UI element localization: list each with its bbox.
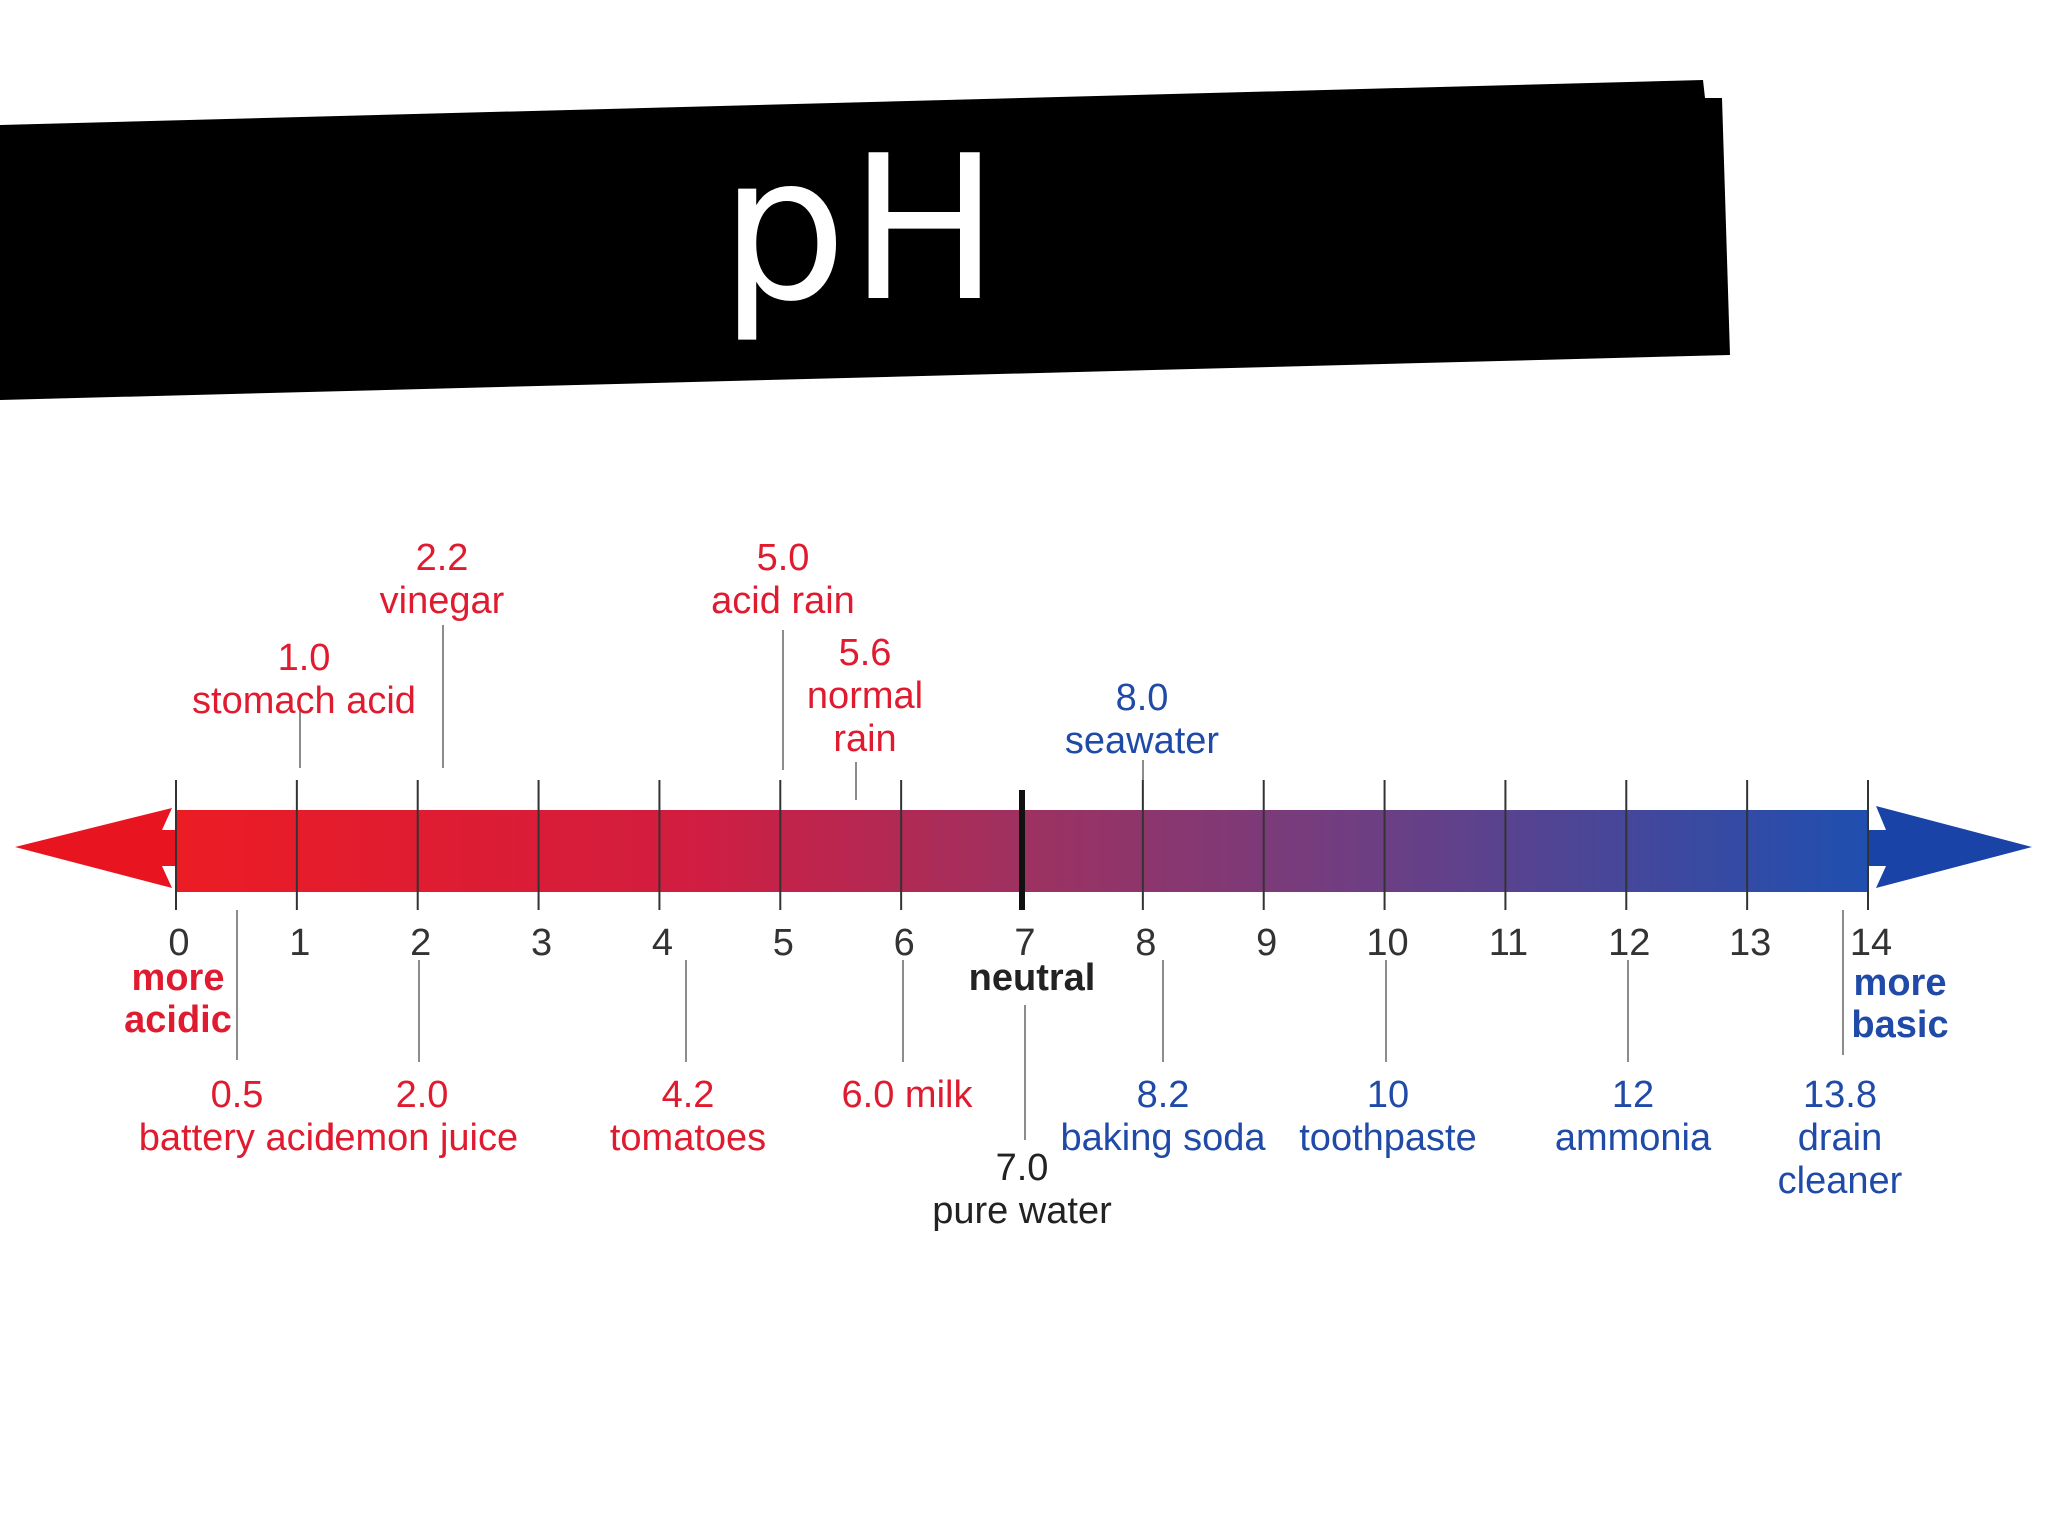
title-banner: [0, 80, 1730, 400]
tick-label: 14: [1850, 922, 1892, 964]
tick-label: 10: [1366, 922, 1408, 964]
tick-label: 6: [894, 922, 915, 964]
banner-shape: [0, 80, 1730, 400]
substance-value: 5.6: [839, 632, 892, 674]
neutral-label: neutral: [969, 957, 1096, 999]
tick-label: 12: [1608, 922, 1650, 964]
substance-value: 7.0: [996, 1147, 1049, 1189]
tick-label: 11: [1489, 922, 1528, 964]
substance-name: stomach acid: [192, 680, 416, 722]
substance-value: 8.2: [1137, 1074, 1190, 1116]
tick-label: 13: [1729, 922, 1771, 964]
substance-name: vinegar: [380, 580, 505, 622]
substance-value: 8.0: [1116, 677, 1169, 719]
substance-value: 13.8: [1803, 1074, 1877, 1116]
more-basic-label: more: [1854, 962, 1947, 1004]
substance-name: lemon juice: [326, 1117, 518, 1159]
tick-label: 4: [652, 922, 673, 964]
tick-label: 7: [1014, 922, 1035, 964]
substance-name: cleaner: [1778, 1160, 1903, 1202]
right-arrow-head: [1868, 806, 2032, 888]
tick-label: 1: [289, 922, 310, 964]
substance-name: normal: [807, 675, 923, 717]
left-arrow-head: [15, 808, 176, 888]
tick-label: 3: [531, 922, 552, 964]
substance-value: 2.0: [396, 1074, 449, 1116]
substance-name: battery acid: [139, 1117, 335, 1159]
substance-value: 0.5: [211, 1074, 264, 1116]
substance-name: baking soda: [1061, 1117, 1267, 1159]
substance-name: pure water: [932, 1190, 1112, 1232]
substance-name: toothpaste: [1299, 1117, 1476, 1159]
substance-value: 4.2: [662, 1074, 715, 1116]
substance-name: seawater: [1065, 720, 1220, 762]
more-acidic-label: more: [132, 957, 225, 999]
substance-name: tomatoes: [610, 1117, 766, 1159]
tick-label: 8: [1135, 922, 1156, 964]
tick-label: 5: [773, 922, 794, 964]
substance-value: 1.0: [278, 637, 331, 679]
page-title: pH: [720, 113, 1002, 346]
substance-value: 6.0 milk: [842, 1074, 974, 1116]
tick-label: 9: [1256, 922, 1277, 964]
more-acidic-label: acidic: [124, 999, 232, 1041]
substance-value: 12: [1612, 1074, 1654, 1116]
substance-name: drain: [1798, 1117, 1883, 1159]
substance-name: ammonia: [1555, 1117, 1712, 1159]
substance-value: 10: [1367, 1074, 1409, 1116]
more-basic-label: basic: [1851, 1004, 1948, 1046]
substance-value: 2.2: [416, 537, 469, 579]
tick-label: 0: [168, 922, 189, 964]
tick-label: 2: [410, 922, 431, 964]
substance-name: rain: [833, 718, 896, 760]
substance-value: 5.0: [757, 537, 810, 579]
substance-name: acid rain: [711, 580, 855, 622]
